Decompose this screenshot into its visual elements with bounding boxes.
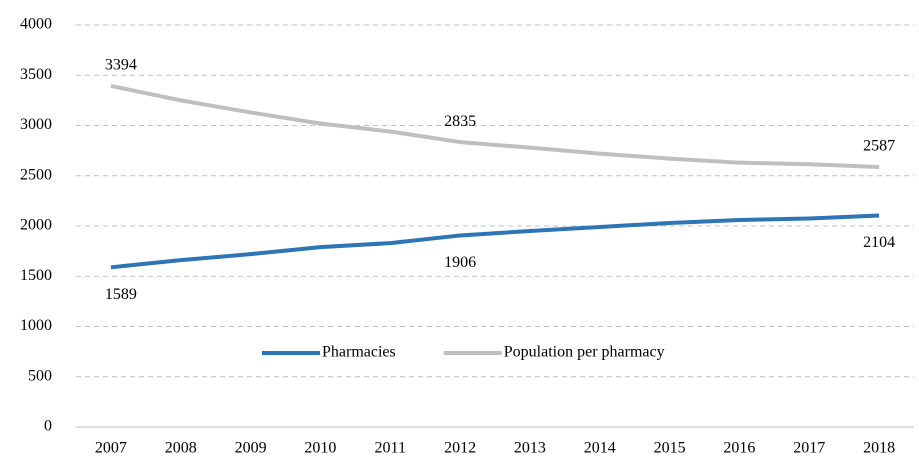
data-label: 1589	[105, 286, 137, 303]
series-line	[110, 83, 880, 170]
y-tick-label: 1500	[20, 267, 52, 284]
y-tick-label: 2000	[20, 217, 52, 234]
y-tick-label: 4000	[20, 16, 52, 33]
x-tick-label: 2007	[95, 440, 127, 457]
y-tick-label: 1000	[20, 317, 52, 334]
series-line	[110, 213, 880, 270]
data-label: 1906	[444, 254, 476, 271]
x-tick-label: 2014	[584, 440, 616, 457]
legend-label: Pharmacies	[322, 344, 396, 361]
y-tick-label: 2500	[20, 166, 52, 183]
x-tick-label: 2010	[304, 440, 336, 457]
x-tick-label: 2013	[514, 440, 546, 457]
data-label: 2104	[863, 234, 895, 251]
x-tick-label: 2008	[165, 440, 197, 457]
data-label: 2587	[863, 138, 895, 155]
data-label: 3394	[105, 57, 137, 74]
x-tick-label: 2018	[863, 440, 895, 457]
y-tick-label: 0	[44, 418, 52, 435]
y-tick-label: 3500	[20, 66, 52, 83]
y-tick-label: 3000	[20, 116, 52, 133]
x-tick-label: 2009	[235, 440, 267, 457]
x-tick-label: 2015	[654, 440, 686, 457]
x-tick-label: 2011	[375, 440, 406, 457]
x-tick-label: 2017	[793, 440, 825, 457]
y-tick-label: 500	[28, 367, 52, 384]
x-tick-label: 2016	[723, 440, 755, 457]
x-tick-label: 2012	[444, 440, 476, 457]
legend-label: Population per pharmacy	[504, 344, 665, 361]
data-label: 2835	[444, 113, 476, 130]
